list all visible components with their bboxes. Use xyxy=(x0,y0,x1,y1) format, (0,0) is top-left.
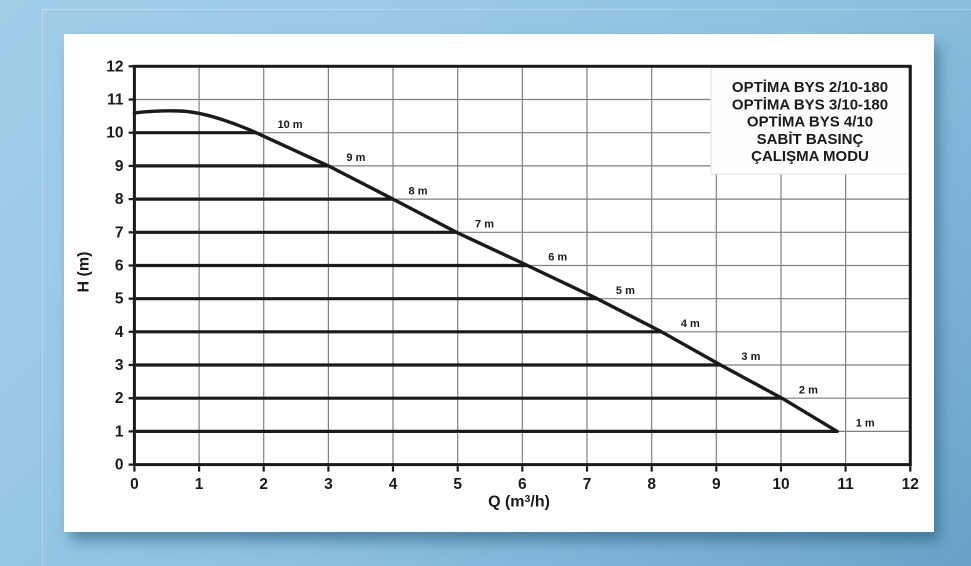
svg-text:ÇALIŞMA MODU: ÇALIŞMA MODU xyxy=(751,148,869,165)
svg-text:12: 12 xyxy=(106,58,123,75)
svg-text:5: 5 xyxy=(115,291,124,308)
svg-text:5 m: 5 m xyxy=(616,285,635,297)
svg-text:8: 8 xyxy=(115,191,124,208)
svg-text:0: 0 xyxy=(115,457,124,474)
svg-text:4: 4 xyxy=(389,476,398,493)
svg-text:1: 1 xyxy=(195,476,204,493)
svg-text:SABİT BASINÇ: SABİT BASINÇ xyxy=(757,131,864,148)
svg-text:9: 9 xyxy=(115,158,124,175)
svg-text:7: 7 xyxy=(583,476,592,493)
svg-text:H (m): H (m) xyxy=(76,252,93,293)
svg-text:6 m: 6 m xyxy=(548,252,567,264)
svg-text:0: 0 xyxy=(130,476,139,493)
svg-text:9 m: 9 m xyxy=(346,152,365,164)
svg-text:11: 11 xyxy=(107,92,124,109)
svg-text:8 m: 8 m xyxy=(409,185,428,197)
svg-text:12: 12 xyxy=(902,476,919,493)
svg-text:3: 3 xyxy=(115,357,124,374)
svg-text:2 m: 2 m xyxy=(799,384,818,396)
svg-text:10 m: 10 m xyxy=(277,119,302,131)
svg-text:10: 10 xyxy=(106,125,123,142)
svg-text:3: 3 xyxy=(324,476,333,493)
svg-text:10: 10 xyxy=(772,476,789,493)
svg-text:5: 5 xyxy=(453,476,462,493)
svg-text:1: 1 xyxy=(115,423,124,440)
svg-text:2: 2 xyxy=(259,476,268,493)
svg-text:1 m: 1 m xyxy=(856,418,875,430)
svg-text:7: 7 xyxy=(115,224,124,241)
svg-text:8: 8 xyxy=(647,476,656,493)
svg-text:4 m: 4 m xyxy=(681,318,700,330)
svg-text:4: 4 xyxy=(115,324,124,341)
svg-text:6: 6 xyxy=(518,476,527,493)
svg-text:OPTİMA BYS 4/10: OPTİMA BYS 4/10 xyxy=(747,114,873,131)
svg-text:7 m: 7 m xyxy=(475,219,494,231)
svg-text:6: 6 xyxy=(115,258,124,275)
svg-text:2: 2 xyxy=(115,390,124,407)
svg-text:11: 11 xyxy=(837,476,854,493)
svg-text:9: 9 xyxy=(712,476,721,493)
svg-text:3 m: 3 m xyxy=(741,351,760,363)
svg-text:OPTİMA BYS 2/10-180: OPTİMA BYS 2/10-180 xyxy=(732,79,888,96)
svg-text:OPTİMA BYS 3/10-180: OPTİMA BYS 3/10-180 xyxy=(732,96,888,113)
svg-text:Q (m3/h): Q (m3/h) xyxy=(488,493,550,511)
